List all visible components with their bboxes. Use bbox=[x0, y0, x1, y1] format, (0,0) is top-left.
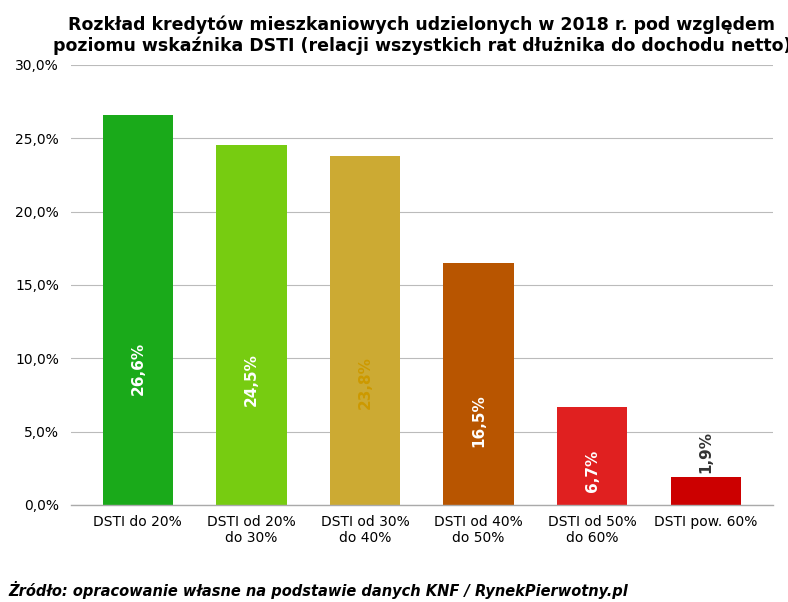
Bar bbox=[216, 146, 287, 505]
Text: 6,7%: 6,7% bbox=[585, 450, 600, 492]
Bar bbox=[444, 263, 514, 505]
Text: 23,8%: 23,8% bbox=[358, 356, 373, 409]
Bar bbox=[330, 156, 400, 505]
Text: 16,5%: 16,5% bbox=[471, 394, 486, 447]
Text: 1,9%: 1,9% bbox=[698, 430, 713, 473]
Text: Żródło: opracowanie własne na podstawie danych KNF / RynekPierwotny.pl: Żródło: opracowanie własne na podstawie … bbox=[8, 581, 627, 599]
Text: 24,5%: 24,5% bbox=[244, 353, 259, 406]
Bar bbox=[557, 406, 627, 505]
Text: 26,6%: 26,6% bbox=[130, 342, 145, 395]
Title: Rozkład kredytów mieszkaniowych udzielonych w 2018 r. pod względem
poziomu wskaź: Rozkład kredytów mieszkaniowych udzielon… bbox=[53, 15, 788, 55]
Bar bbox=[671, 477, 741, 505]
Bar bbox=[102, 114, 173, 505]
